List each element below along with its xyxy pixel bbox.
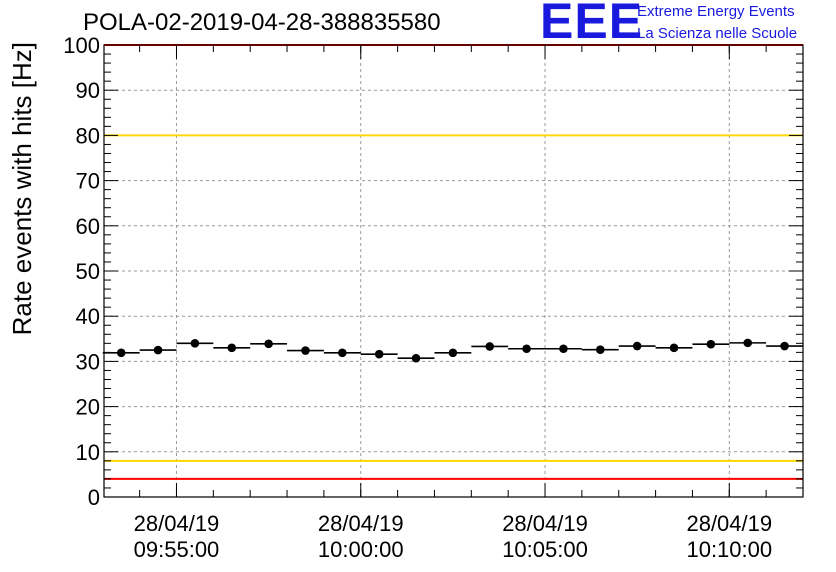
data-point [559, 344, 568, 354]
x-tick-date-label: 28/04/19 [686, 511, 772, 536]
data-point [190, 339, 200, 348]
data-point [485, 342, 495, 351]
data-point [374, 349, 384, 359]
y-tick-label: 0 [88, 485, 100, 510]
data-point [780, 341, 789, 351]
y-tick-label: 50 [76, 259, 100, 284]
y-tick-label: 60 [76, 214, 100, 239]
data-point [116, 348, 126, 358]
y-tick-label: 30 [76, 349, 100, 374]
x-tick-date-label: 28/04/19 [318, 511, 404, 536]
x-tick-date-label: 28/04/19 [134, 511, 220, 536]
chart-title: POLA-02-2019-04-28-388835580 [83, 9, 441, 36]
y-tick-label: 90 [76, 78, 100, 103]
tick-labels: 010203040506070809010028/04/1909:55:0028… [63, 33, 772, 562]
eee-logo: EEE [540, 0, 644, 49]
y-axis-label: Rate events with hits [Hz] [7, 42, 37, 335]
threshold-lines [104, 44, 803, 480]
data-point [706, 339, 716, 349]
data-point [632, 341, 642, 351]
data-point [743, 338, 753, 348]
y-tick-label: 20 [76, 395, 100, 420]
data-point [448, 348, 458, 358]
data-point [522, 344, 531, 354]
logo-caption-line1: Extreme Energy Events [637, 3, 795, 20]
logo-caption-line2: La Scienza nelle Scuole [637, 25, 798, 42]
x-tick-time-label: 09:55:00 [134, 537, 220, 562]
x-tick-time-label: 10:05:00 [502, 537, 588, 562]
y-tick-label: 40 [76, 304, 100, 329]
data-point [301, 346, 310, 355]
data-series [102, 338, 803, 363]
y-tick-label: 10 [76, 440, 100, 465]
data-point [669, 343, 679, 353]
data-point [596, 345, 605, 354]
y-tick-label: 80 [76, 123, 100, 148]
data-point [153, 345, 163, 355]
data-point [227, 343, 237, 353]
grid-lines [104, 44, 803, 498]
x-tick-time-label: 10:10:00 [686, 537, 772, 562]
x-tick-time-label: 10:00:00 [318, 537, 404, 562]
y-tick-label: 70 [76, 169, 100, 194]
x-tick-date-label: 28/04/19 [502, 511, 588, 536]
data-point [264, 339, 273, 349]
axis-ticks [104, 44, 804, 498]
data-point [411, 353, 421, 363]
y-tick-label: 100 [63, 33, 100, 58]
data-point [338, 348, 347, 358]
